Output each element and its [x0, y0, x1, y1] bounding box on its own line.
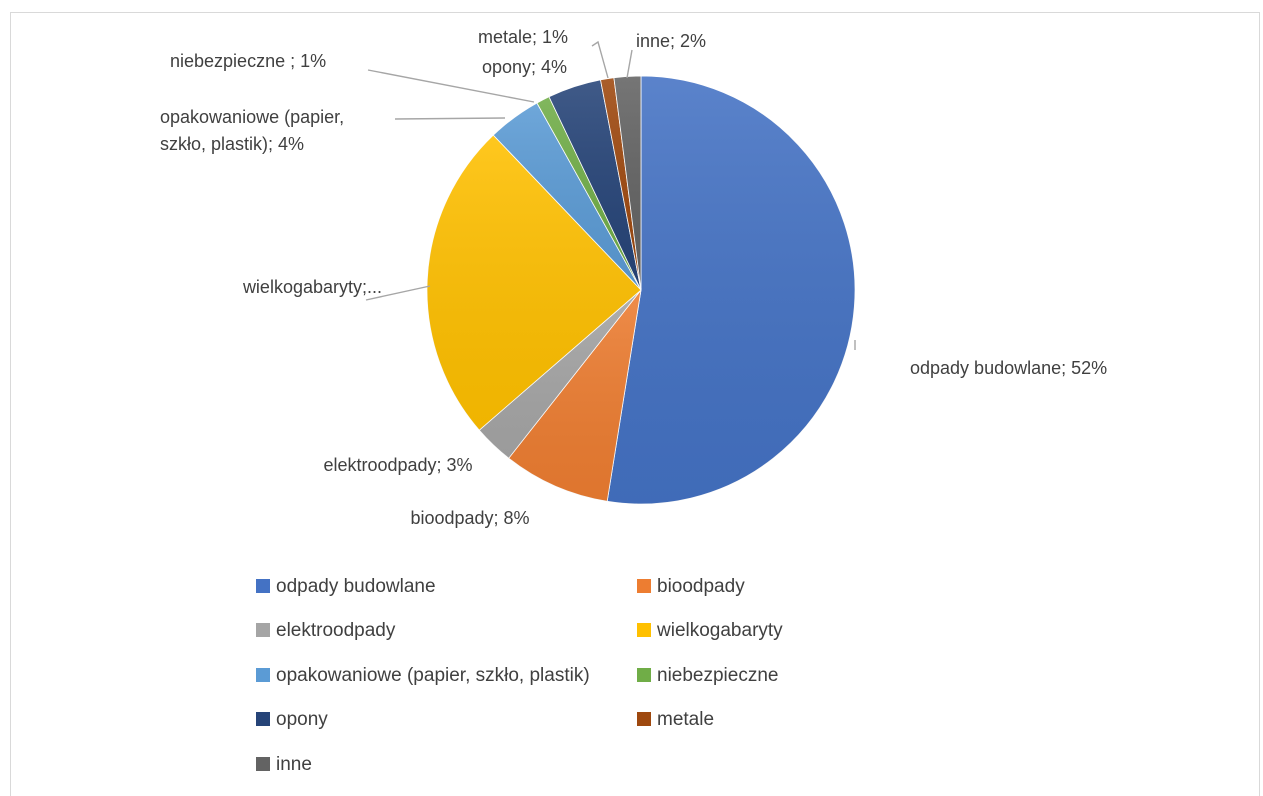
slice-shade-elektroodpady: [479, 290, 641, 459]
slice-shade-metale: [600, 77, 641, 290]
slice-shade-opony: [549, 79, 641, 291]
data-label-bioodpady: bioodpady; 8%: [410, 508, 529, 528]
legend-label-bioodpady: bioodpady: [657, 576, 745, 597]
slice-shade-bioodpady: [508, 290, 641, 502]
legend-swatch-bioodpady: [637, 579, 651, 593]
data-label-niebezpieczne: niebezpieczne ; 1%: [170, 51, 326, 71]
slice-shade-inne: [613, 76, 641, 290]
data-label-opakowaniowe-papier-szk-o-plastik: opakowaniowe (papier,: [160, 107, 344, 127]
data-label-odpady-budowlane: odpady budowlane; 52%: [910, 358, 1107, 378]
slice-shade-odpady-budowlane: [607, 76, 856, 505]
slice-shade-wielkogabaryty: [426, 135, 641, 431]
data-labels: odpady budowlane; 52% bioodpady; 8% elektr…: [160, 27, 1107, 528]
data-label-opony: opony; 4%: [482, 57, 567, 77]
legend-label-wielkogabaryty: wielkogabaryty: [656, 620, 783, 641]
leader-lines: [365, 40, 856, 350]
slice-shade-opakowaniowe-papier-szk-o-plastik: [493, 103, 641, 290]
legend-swatch-opakowaniowe-papier-szk-o-plastik: [256, 668, 270, 682]
data-label-wielkogabaryty: wielkogabaryty;...: [242, 277, 382, 297]
legend-label-metale: metale: [657, 709, 714, 730]
pie-slices: [426, 75, 856, 505]
legend-swatch-niebezpieczne: [637, 668, 651, 682]
legend-label-opony: opony: [276, 709, 328, 730]
legend-label-inne: inne: [276, 754, 312, 775]
leader-line-wielkogabaryty: [365, 285, 431, 301]
legend-swatch-opony: [256, 712, 270, 726]
leader-line-inne: [626, 49, 633, 79]
leader-line-metale: [591, 40, 609, 79]
data-label-elektroodpady: elektroodpady; 3%: [323, 455, 472, 475]
legend-label-niebezpieczne: niebezpieczne: [657, 665, 778, 686]
legend-swatch-metale: [637, 712, 651, 726]
legend: odpady budowlane bioodpady elektroodpady wi…: [256, 576, 783, 775]
legend-swatch-odpady-budowlane: [256, 579, 270, 593]
leader-line-opakowaniowe-papier-szk-o-plastik: [394, 117, 506, 120]
slice-shade-niebezpieczne: [536, 96, 641, 291]
legend-label-odpady-budowlane: odpady budowlane: [276, 576, 436, 597]
legend-swatch-inne: [256, 757, 270, 771]
data-label-opakowaniowe-papier-szk-o-plastik: szkło, plastik); 4%: [160, 134, 304, 154]
data-label-metale: metale; 1%: [478, 27, 568, 47]
legend-label-opakowaniowe-papier-szk-o-plastik: opakowaniowe (papier, szkło, plastik): [276, 665, 590, 686]
legend-swatch-elektroodpady: [256, 623, 270, 637]
leader-line-niebezpieczne: [367, 69, 535, 103]
legend-swatch-wielkogabaryty: [637, 623, 651, 637]
data-label-inne: inne; 2%: [636, 31, 706, 51]
legend-label-elektroodpady: elektroodpady: [276, 620, 396, 641]
